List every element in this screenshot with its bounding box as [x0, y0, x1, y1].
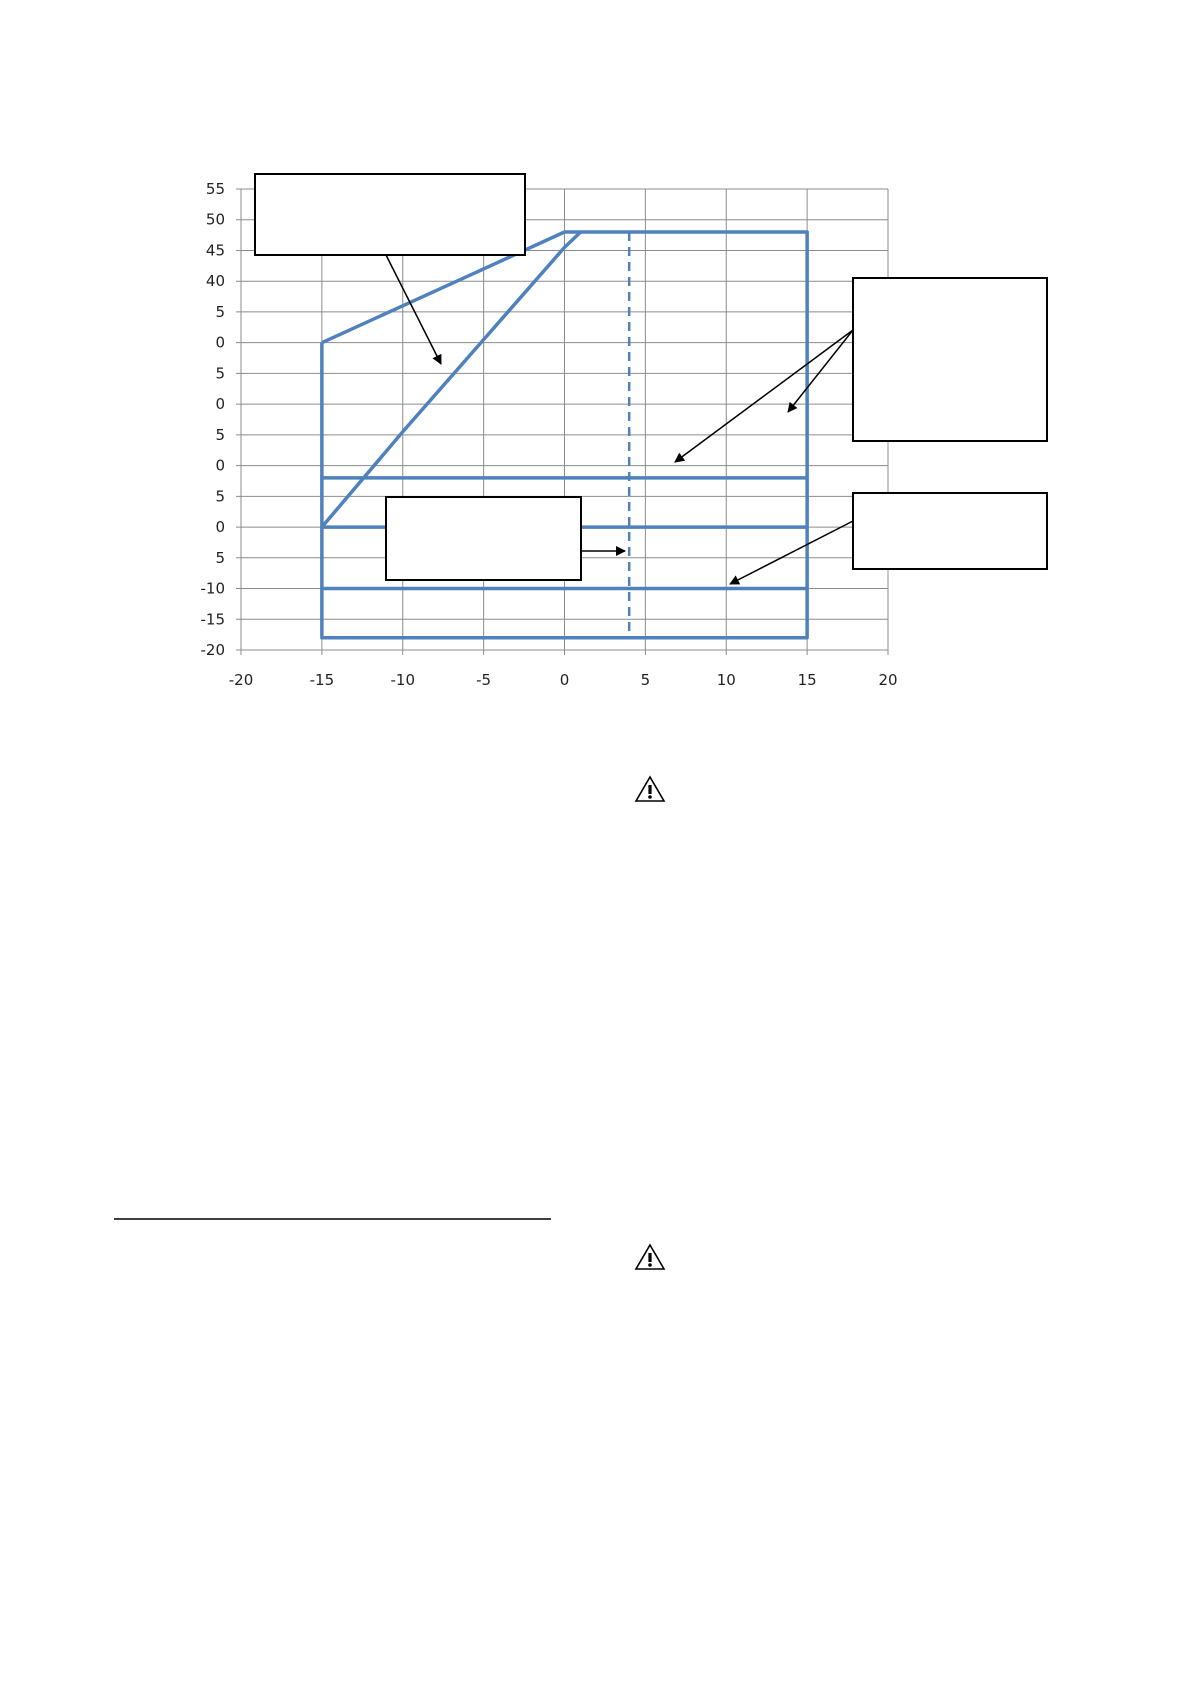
y-tick-label: 5: [215, 487, 225, 505]
callout-arrow: [729, 520, 854, 585]
y-tick-label: 45: [206, 241, 225, 259]
y-tick-label: 40: [206, 272, 225, 290]
x-tick-label: 5: [641, 671, 651, 689]
y-tick-label: 5: [215, 549, 225, 567]
x-tick-label: 10: [717, 671, 736, 689]
y-tick-label: 50: [206, 211, 225, 229]
x-tick-label: -15: [310, 671, 335, 689]
tick-labels: -20 -15 -10 -5 0 5 10 15 2055504540505050505-10-…: [201, 180, 898, 689]
x-tick-label: 20: [878, 671, 897, 689]
warning-triangle-icon: [634, 1243, 666, 1270]
y-tick-label: 0: [215, 395, 225, 413]
y-tick-label: -20: [201, 641, 226, 659]
grid: [236, 188, 889, 655]
y-tick-label: 5: [215, 364, 225, 382]
y-tick-label: 0: [215, 334, 225, 352]
y-tick-label: 0: [215, 518, 225, 536]
series-diagonal-limit: [320, 230, 582, 529]
y-tick-label: 55: [206, 180, 225, 198]
y-tick-label: 5: [215, 426, 225, 444]
x-tick-label: 15: [798, 671, 817, 689]
warning-triangle-icon: [634, 775, 666, 802]
y-tick-label: 0: [215, 457, 225, 475]
callouts: [254, 173, 1048, 585]
callout-box-middle: [385, 496, 582, 581]
callout-box-top-left: [254, 173, 526, 256]
callout-box-right-upper: [852, 277, 1048, 442]
callout-arrow: [787, 329, 854, 413]
callout-arrow: [385, 254, 442, 365]
x-tick-label: -5: [476, 671, 491, 689]
x-tick-label: -10: [391, 671, 416, 689]
x-tick-label: -20: [229, 671, 254, 689]
y-tick-label: -10: [201, 580, 226, 598]
callout-arrow: [674, 329, 854, 463]
x-tick-label: 0: [560, 671, 570, 689]
y-tick-label: -15: [201, 610, 226, 628]
series-outer-envelope: [320, 230, 809, 640]
callout-box-right-lower: [852, 492, 1048, 570]
y-tick-label: 5: [215, 303, 225, 321]
